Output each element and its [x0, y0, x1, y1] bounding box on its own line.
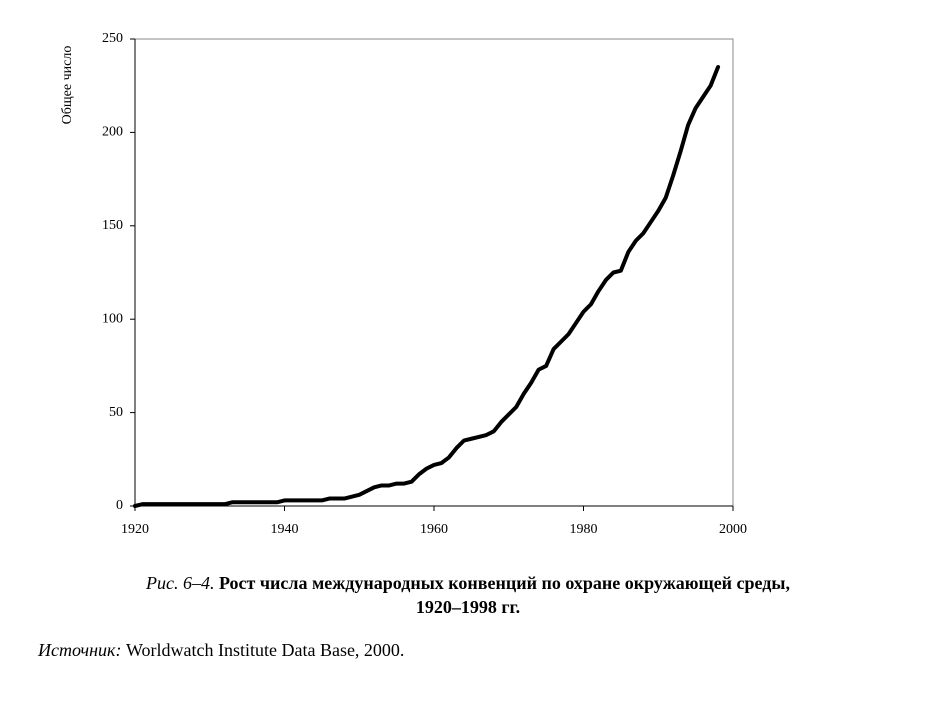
y-tick-label: 50: [109, 405, 123, 420]
x-tick-label: 1960: [420, 522, 448, 537]
caption-text: Рост числа международных конвенций по ох…: [219, 573, 790, 593]
y-tick-label: 250: [102, 31, 123, 46]
data-line: [133, 65, 721, 508]
y-tick-label: 200: [102, 125, 123, 140]
plot-frame: [134, 38, 734, 507]
y-axis-label: Общее число: [60, 46, 75, 125]
y-tick-label: 100: [102, 311, 123, 326]
source-text: Worldwatch Institute Data Base, 2000.: [126, 640, 404, 660]
caption-label: Рис. 6–4.: [145, 573, 214, 593]
x-tick-label: 1920: [121, 522, 149, 537]
x-tick-label: 1980: [570, 522, 598, 537]
caption: Рис. 6–4. Рост числа международных конве…: [145, 573, 790, 593]
x-tick-label: 2000: [719, 522, 747, 537]
x-tick-label: 1940: [271, 522, 299, 537]
y-tick-label: 150: [102, 218, 123, 233]
caption-text: 1920–1998 гг.: [416, 597, 520, 617]
y-tick-label: 0: [116, 498, 123, 513]
source-label: Источник:: [37, 640, 121, 660]
source: Источник: Worldwatch Institute Data Base…: [37, 640, 404, 660]
